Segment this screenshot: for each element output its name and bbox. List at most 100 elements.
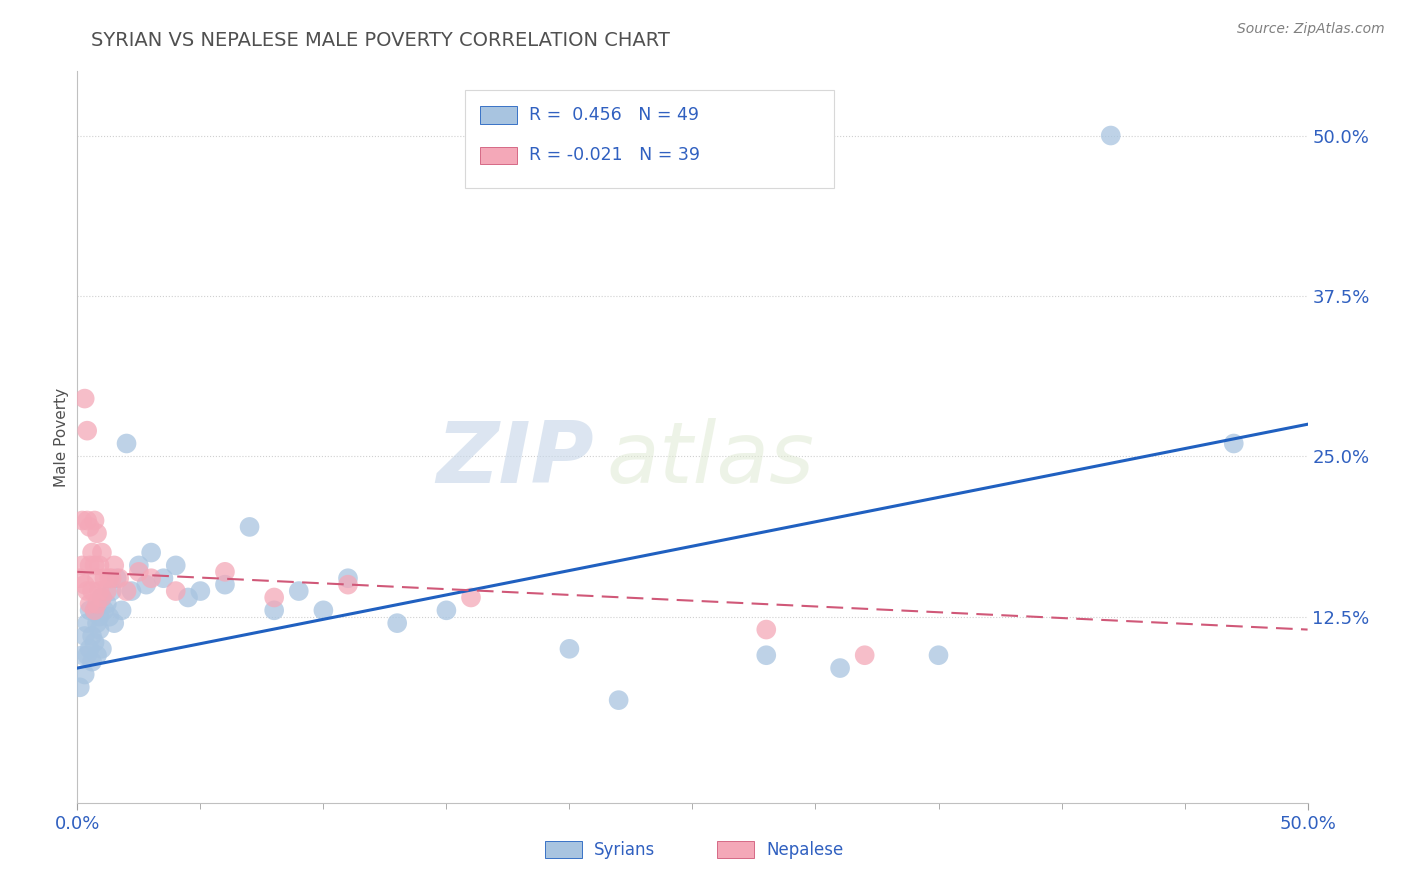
Point: [177, 591, 200, 605]
Point: [436, 603, 458, 617]
Text: Source: ZipAtlas.com: Source: ZipAtlas.com: [1237, 22, 1385, 37]
Point: [82, 584, 104, 599]
Point: [928, 648, 950, 663]
Point: [312, 603, 335, 617]
Point: [73, 392, 96, 406]
Text: R = -0.021   N = 39: R = -0.021 N = 39: [529, 146, 700, 164]
Point: [830, 661, 852, 675]
Point: [86, 616, 108, 631]
Point: [128, 558, 150, 573]
Point: [128, 565, 150, 579]
Point: [111, 603, 132, 617]
Point: [70, 514, 93, 528]
Point: [79, 520, 101, 534]
Point: [89, 609, 111, 624]
Point: [82, 545, 104, 559]
Point: [214, 577, 236, 591]
Point: [108, 571, 131, 585]
Point: [103, 558, 125, 573]
Point: [76, 648, 98, 663]
Point: [82, 655, 104, 669]
Point: [86, 597, 108, 611]
Point: [83, 603, 105, 617]
Point: [337, 571, 360, 585]
Point: [79, 597, 101, 611]
Point: [89, 584, 111, 599]
Text: SYRIAN VS NEPALESE MALE POVERTY CORRELATION CHART: SYRIAN VS NEPALESE MALE POVERTY CORRELAT…: [91, 31, 671, 50]
Point: [558, 641, 581, 656]
Point: [89, 623, 111, 637]
Point: [79, 641, 101, 656]
Point: [263, 591, 285, 605]
FancyBboxPatch shape: [717, 841, 754, 858]
Point: [607, 693, 630, 707]
Point: [263, 603, 285, 617]
Point: [76, 584, 98, 599]
FancyBboxPatch shape: [465, 90, 834, 188]
Point: [79, 603, 101, 617]
Point: [101, 584, 124, 599]
Point: [83, 603, 105, 617]
Point: [115, 436, 138, 450]
Point: [83, 558, 105, 573]
Point: [70, 648, 93, 663]
FancyBboxPatch shape: [479, 146, 516, 164]
Point: [73, 667, 96, 681]
Point: [70, 558, 93, 573]
Text: Syrians: Syrians: [595, 840, 655, 858]
Text: ZIP: ZIP: [436, 417, 595, 500]
Point: [1223, 436, 1246, 450]
Point: [90, 591, 114, 605]
Point: [755, 623, 778, 637]
Point: [90, 545, 114, 559]
Point: [76, 616, 98, 631]
Point: [288, 584, 311, 599]
Point: [121, 584, 143, 599]
Text: Nepalese: Nepalese: [766, 840, 844, 858]
Point: [90, 591, 114, 605]
Point: [135, 577, 157, 591]
Point: [76, 424, 98, 438]
Point: [188, 584, 212, 599]
Point: [103, 616, 125, 631]
Point: [214, 565, 236, 579]
Y-axis label: Male Poverty: Male Poverty: [53, 387, 69, 487]
Point: [115, 584, 138, 599]
Point: [165, 558, 187, 573]
Point: [90, 641, 114, 656]
Point: [96, 597, 118, 611]
Point: [239, 520, 262, 534]
FancyBboxPatch shape: [479, 106, 516, 124]
Point: [98, 609, 121, 624]
Point: [165, 584, 187, 599]
Point: [73, 577, 96, 591]
Point: [69, 681, 91, 695]
Point: [105, 571, 128, 585]
Point: [1099, 128, 1122, 143]
Point: [93, 603, 115, 617]
Point: [69, 571, 91, 585]
Point: [73, 629, 96, 643]
Point: [79, 558, 101, 573]
Point: [755, 648, 778, 663]
Point: [141, 545, 163, 559]
Point: [337, 577, 360, 591]
FancyBboxPatch shape: [546, 841, 582, 858]
Point: [141, 571, 163, 585]
Point: [83, 514, 105, 528]
Point: [385, 616, 409, 631]
Point: [98, 571, 121, 585]
Point: [853, 648, 876, 663]
Point: [152, 571, 174, 585]
Point: [86, 571, 108, 585]
Point: [93, 571, 115, 585]
Point: [86, 648, 108, 663]
Point: [82, 629, 104, 643]
Point: [86, 526, 108, 541]
Point: [101, 571, 124, 585]
Point: [76, 514, 98, 528]
Point: [83, 635, 105, 649]
Point: [96, 584, 118, 599]
Text: R =  0.456   N = 49: R = 0.456 N = 49: [529, 106, 699, 124]
Point: [460, 591, 482, 605]
